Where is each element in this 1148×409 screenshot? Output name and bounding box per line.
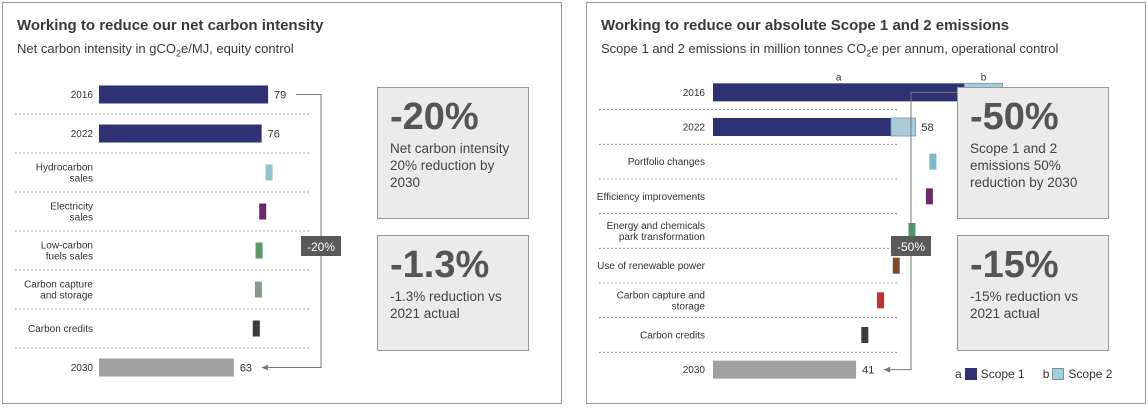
legend-swatch-scope1 [964,368,977,380]
value-label-2016: 79 [274,90,286,102]
bar-2022 [99,124,262,143]
legend-label-scope1: Scope 1 [980,367,1025,381]
bar-scope2-2022 [890,117,916,137]
reduction-badge [301,236,341,256]
category-label-2030: 2030 [683,365,706,376]
waterfall-step-energy-and-chemicals-park-transformation [908,223,916,239]
reduction-badge [891,236,931,256]
waterfall-step-carbon-capture-and-storage [877,292,885,309]
scope-emissions-panel: Working to reduce our absolute Scope 1 a… [586,2,1146,404]
category-label-electricity-sales: Electricity [50,202,93,213]
category-label-efficiency-improvements: Efficiency improvements [597,192,705,203]
category-label-2016: 2016 [683,88,706,99]
scope-emissions-chart: 201683202258Portfolio changesEfficiency … [597,72,1031,379]
waterfall-step-carbon-credits [252,320,260,337]
legend-marker-a: a [955,367,962,381]
category-label-carbon-capture-and-storage: storage [672,301,706,312]
category-label-hydrocarbon-sales: sales [70,174,93,185]
category-label-2022: 2022 [683,123,706,134]
waterfall-step-efficiency-improvements [925,188,933,205]
target-description: Scope 1 and 2 emissions 50% reduction by… [970,141,1078,190]
bar-scope1-2016 [713,83,965,102]
progress-box-2021: -1.3% -1.3% reduction vs 2021 actual [377,235,529,351]
waterfall-step-use-of-renewable-power [892,257,900,274]
category-label-2022: 2022 [71,129,94,140]
category-label-hydrocarbon-sales: Hydrocarbon [36,163,93,174]
bar-scope1-2022 [713,118,891,136]
category-label-2030: 2030 [71,363,94,374]
value-label-2030: 41 [862,365,874,377]
net-carbon-intensity-panel: Working to reduce our net carbon intensi… [2,2,562,404]
target-box-2030: -50% Scope 1 and 2 emissions 50% reducti… [957,87,1109,219]
bar-2030 [99,358,234,377]
reduction-bracket [261,94,322,368]
value-label-2022: 58 [921,122,933,134]
category-label-low-carbon-fuels-sales: Low-carbon [41,241,93,252]
bar-2016 [99,85,269,104]
chart-title: Working to reduce our absolute Scope 1 a… [601,17,1010,34]
waterfall-step-carbon-credits [861,327,869,343]
category-label-energy-and-chemicals-park-transformation: park transformation [619,232,705,243]
waterfall-step-electricity-sales [259,203,267,220]
reduction-arrowhead [261,364,268,371]
legend-label-scope2: Scope 2 [1068,367,1113,381]
waterfall-step-carbon-capture-and-storage [254,281,262,298]
chart-subtitle: Net carbon intensity in gCO2e/MJ, equity… [17,41,294,59]
bar-marker-b: b [981,72,987,83]
category-label-portfolio-changes: Portfolio changes [628,157,705,168]
chart-title: Working to reduce our net carbon intensi… [17,17,324,34]
progress-description: -1.3% reduction vs 2021 actual [390,289,502,321]
target-big-value: -50% [970,96,1059,138]
legend-marker-b: b [1042,367,1050,381]
waterfall-step-low-carbon-fuels-sales [255,242,263,259]
target-description: Net carbon intensity 20% reduction by 20… [390,141,510,190]
category-label-carbon-capture-and-storage: and storage [40,291,93,302]
category-label-use-of-renewable-power: Use of renewable power [597,261,706,272]
category-label-carbon-capture-and-storage: Carbon capture [24,280,93,291]
reduction-badge-label: -20% [307,240,335,254]
category-label-carbon-credits: Carbon credits [640,331,705,342]
waterfall-step-hydrocarbon-sales [265,164,273,181]
bar-marker-a: a [836,72,842,83]
chart-legend: a Scope 1 b Scope 2 [955,367,1112,381]
legend-swatch-scope2 [1052,368,1065,380]
progress-big-value: -1.3% [390,244,490,286]
bar-total-2030 [713,360,857,379]
category-label-electricity-sales: sales [70,213,93,224]
category-label-energy-and-chemicals-park-transformation: Energy and chemicals [607,221,705,232]
target-box-2030: -20% Net carbon intensity 20% reduction … [377,87,529,219]
reduction-badge-label: -50% [897,240,925,254]
value-label-2030: 63 [240,363,252,375]
reduction-arrowhead [884,366,891,373]
category-label-carbon-capture-and-storage: Carbon capture and [617,290,705,301]
progress-big-value: -15% [970,244,1059,286]
category-label-2016: 2016 [71,90,94,101]
category-label-carbon-credits: Carbon credits [28,324,93,335]
waterfall-step-portfolio-changes [929,153,937,170]
progress-description: -15% reduction vs 2021 actual [970,289,1079,321]
chart-subtitle: Scope 1 and 2 emissions in million tonne… [601,41,1059,59]
progress-box-2021: -15% -15% reduction vs 2021 actual [957,235,1109,351]
category-label-low-carbon-fuels-sales: fuels sales [46,252,93,263]
value-label-2022: 76 [268,129,280,141]
target-big-value: -20% [390,96,479,138]
